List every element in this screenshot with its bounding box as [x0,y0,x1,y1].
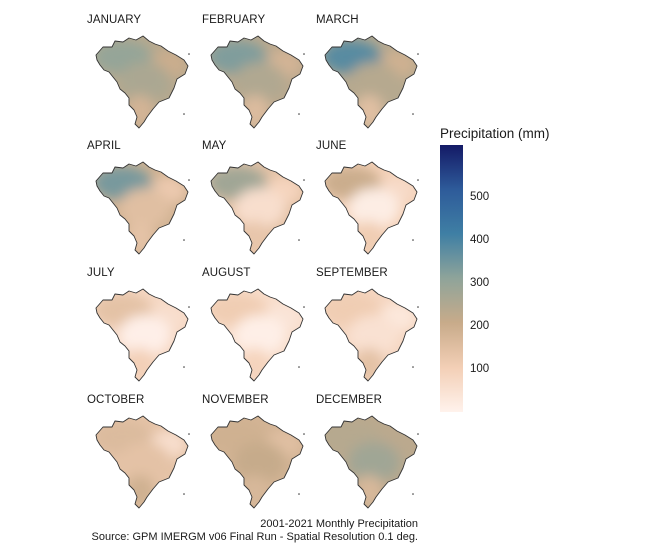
precipitation-map [324,161,419,255]
precipitation-map [324,415,419,509]
map-panel-september: SEPTEMBER [316,267,426,387]
island-dot [417,53,419,55]
island-dot [412,113,414,115]
region-central [348,442,400,482]
panel-title: DECEMBER [316,394,382,406]
region-central [234,62,286,102]
panel-title: AUGUST [202,267,251,279]
island-dot [183,113,185,115]
island-dot [183,366,185,368]
panel-title: JANUARY [87,14,142,26]
legend-tick-label: 500 [470,190,490,203]
island-dot [298,239,300,241]
region-central [234,442,286,482]
panel-title: JUNE [316,140,347,152]
precipitation-map [210,161,305,255]
map-panel-december: DECEMBER [316,394,426,514]
map-panel-april: APRIL [87,140,197,260]
panel-title: MARCH [316,14,359,26]
precipitation-map [210,288,305,382]
map-panel-july: JULY [87,267,197,387]
island-dot [417,179,419,181]
island-dot [298,366,300,368]
country-outline [210,288,304,382]
island-dot [183,239,185,241]
island-dot [298,113,300,115]
map-panel-may: MAY [202,140,312,260]
island-dot [303,306,305,308]
panel-title: APRIL [87,140,121,152]
country-outline [210,35,304,129]
country-outline [210,161,304,255]
island-dot [188,179,190,181]
panel-title: NOVEMBER [202,394,269,406]
country-outline [95,161,189,255]
precipitation-map [95,415,190,509]
island-dot [188,53,190,55]
island-dot [303,53,305,55]
region-central [119,315,171,355]
region-central [234,315,286,355]
precipitation-map [210,415,305,509]
country-outline [95,35,189,129]
legend-tick-label: 300 [470,276,490,289]
region-central [119,188,171,228]
legend-tick-label: 200 [470,319,490,332]
region-central [348,188,400,228]
island-dot [183,493,185,495]
map-panel-november: NOVEMBER [202,394,312,514]
region-central [234,188,286,228]
legend-colorbar [440,145,463,412]
precipitation-map [324,288,419,382]
map-panel-august: AUGUST [202,267,312,387]
precipitation-map [95,35,190,129]
country-outline [324,415,418,509]
country-outline [95,415,189,509]
island-dot [412,366,414,368]
island-dot [188,433,190,435]
region-central [119,62,171,102]
panel-title: JULY [87,267,115,279]
map-panel-october: OCTOBER [87,394,197,514]
panel-title: FEBRUARY [202,14,266,26]
island-dot [303,433,305,435]
caption-title: 2001-2021 Monthly Precipitation [260,518,418,530]
caption-source: Source: GPM IMERGM v06 Final Run - Spati… [91,531,418,543]
panel-title: OCTOBER [87,394,145,406]
island-dot [412,239,414,241]
island-dot [188,306,190,308]
legend-tick-label: 100 [470,362,490,375]
legend-title: Precipitation (mm) [440,126,550,141]
map-panel-march: MARCH [316,14,426,134]
country-outline [324,35,418,129]
map-panel-february: FEBRUARY [202,14,312,134]
island-dot [303,179,305,181]
island-dot [417,306,419,308]
map-panel-january: JANUARY [87,14,197,134]
legend-tick-label: 400 [470,233,490,246]
precipitation-map [95,161,190,255]
region-central [348,62,400,102]
precipitation-map [95,288,190,382]
country-outline [95,288,189,382]
map-panel-june: JUNE [316,140,426,260]
country-outline [324,288,418,382]
country-outline [324,161,418,255]
precipitation-map [324,35,419,129]
country-outline [210,415,304,509]
panel-title: MAY [202,140,227,152]
island-dot [412,493,414,495]
precipitation-map [210,35,305,129]
panel-title: SEPTEMBER [316,267,388,279]
island-dot [417,433,419,435]
region-central [348,315,400,355]
region-central [119,442,171,482]
island-dot [298,493,300,495]
